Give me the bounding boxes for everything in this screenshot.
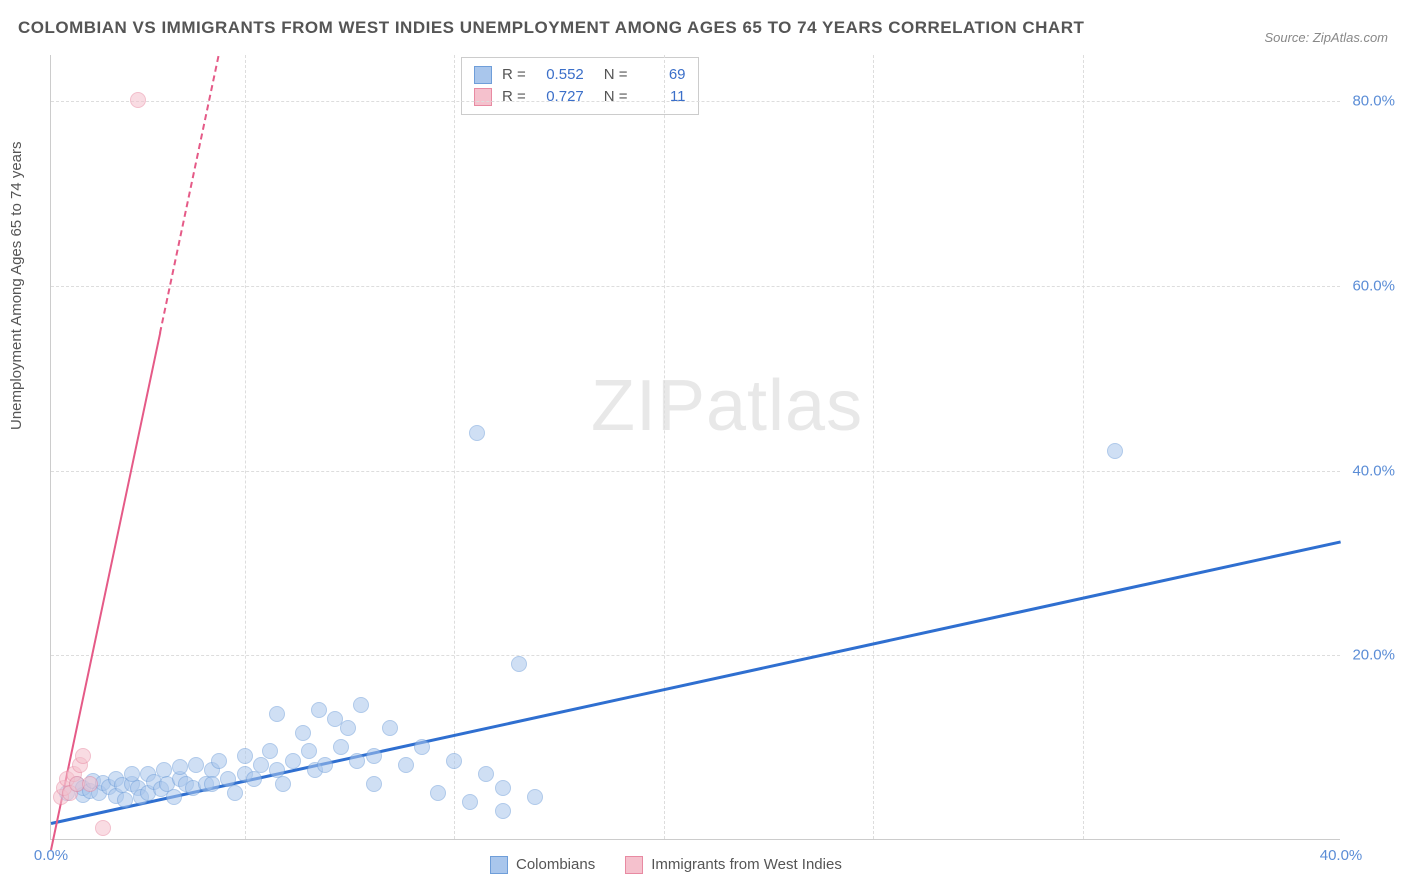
legend-row: R = 0.727 N = 11 [474, 86, 686, 108]
data-point [353, 697, 369, 713]
data-point [285, 753, 301, 769]
y-tick-label: 20.0% [1352, 647, 1395, 664]
y-axis-label: Unemployment Among Ages 65 to 74 years [8, 141, 25, 430]
legend-n-value: 69 [638, 64, 686, 86]
legend-swatch [474, 66, 492, 84]
legend-item: Immigrants from West Indies [625, 856, 842, 874]
gridline-v [664, 55, 665, 839]
data-point [366, 776, 382, 792]
trend-line [159, 56, 219, 333]
source-attribution: Source: ZipAtlas.com [1264, 30, 1388, 45]
data-point [340, 720, 356, 736]
y-tick-label: 60.0% [1352, 277, 1395, 294]
legend-n-label: N = [604, 64, 628, 86]
data-point [414, 739, 430, 755]
data-point [227, 785, 243, 801]
data-point [237, 748, 253, 764]
data-point [527, 789, 543, 805]
data-point [495, 803, 511, 819]
chart-title: COLOMBIAN VS IMMIGRANTS FROM WEST INDIES… [18, 18, 1084, 38]
data-point [82, 776, 98, 792]
gridline-v [1083, 55, 1084, 839]
data-point [382, 720, 398, 736]
data-point [349, 753, 365, 769]
legend-series-name: Immigrants from West Indies [651, 856, 842, 873]
data-point [333, 739, 349, 755]
data-point [1107, 443, 1123, 459]
data-point [511, 656, 527, 672]
legend-row: R = 0.552 N = 69 [474, 64, 686, 86]
legend-swatch [625, 856, 643, 874]
data-point [311, 702, 327, 718]
data-point [478, 766, 494, 782]
data-point [172, 759, 188, 775]
data-point [117, 792, 133, 808]
data-point [188, 757, 204, 773]
legend-swatch [474, 88, 492, 106]
gridline-v [454, 55, 455, 839]
data-point [469, 425, 485, 441]
gridline-v [873, 55, 874, 839]
data-point [462, 794, 478, 810]
legend-n-value: 11 [638, 86, 686, 108]
watermark: ZIPatlas [591, 365, 863, 447]
data-point [253, 757, 269, 773]
y-tick-label: 40.0% [1352, 462, 1395, 479]
legend-series-name: Colombians [516, 856, 595, 873]
data-point [495, 780, 511, 796]
data-point [301, 743, 317, 759]
data-point [130, 92, 146, 108]
data-point [269, 706, 285, 722]
gridline-v [245, 55, 246, 839]
series-legend: Colombians Immigrants from West Indies [490, 856, 842, 874]
data-point [446, 753, 462, 769]
plot-area: ZIPatlas R =0.552N =69R =0.727N =11 20.0… [50, 55, 1340, 840]
legend-item: Colombians [490, 856, 595, 874]
data-point [211, 753, 227, 769]
data-point [317, 757, 333, 773]
data-point [366, 748, 382, 764]
data-point [295, 725, 311, 741]
legend-swatch [490, 856, 508, 874]
data-point [95, 820, 111, 836]
legend-n-label: N = [604, 86, 628, 108]
data-point [430, 785, 446, 801]
legend-r-value: 0.727 [536, 86, 584, 108]
data-point [262, 743, 278, 759]
data-point [246, 771, 262, 787]
data-point [275, 776, 291, 792]
data-point [75, 748, 91, 764]
data-point [204, 776, 220, 792]
legend-r-label: R = [502, 64, 526, 86]
x-tick-label: 40.0% [1320, 847, 1363, 864]
data-point [398, 757, 414, 773]
legend-r-label: R = [502, 86, 526, 108]
data-point [166, 789, 182, 805]
legend-r-value: 0.552 [536, 64, 584, 86]
y-tick-label: 80.0% [1352, 93, 1395, 110]
